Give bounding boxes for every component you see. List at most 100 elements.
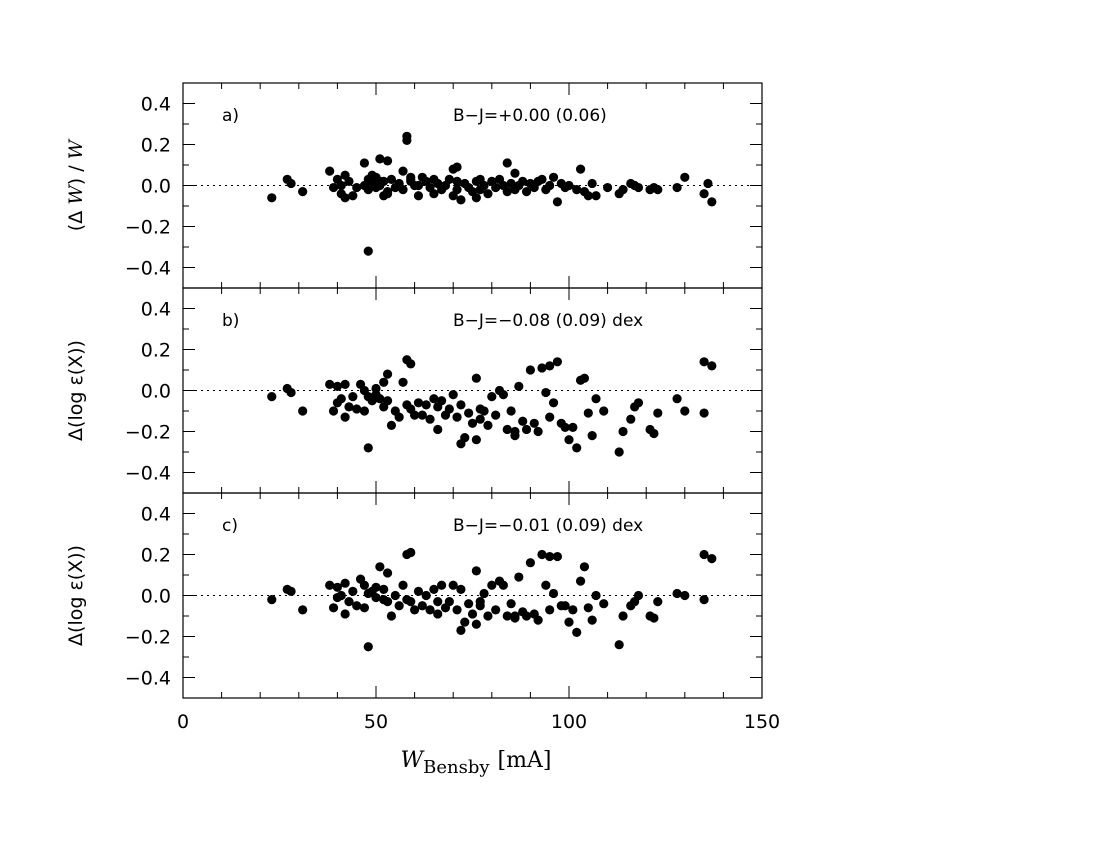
panel-a-data-point — [575, 164, 586, 174]
panel-b-data-point — [487, 392, 497, 402]
panel-a-data-point — [545, 180, 555, 191]
panel-b-data-point — [633, 398, 644, 408]
panel-b-data-point — [510, 431, 520, 441]
panel-a-data-point — [510, 168, 520, 178]
panel-a-annotation: B−J=+0.00 (0.06) — [453, 106, 607, 126]
panel-a-data-point — [521, 187, 532, 197]
panel-c-data-point — [471, 566, 481, 576]
panel-b-y-tick-labels: −0.4 −0.2 0.0 0.2 0.4 — [125, 299, 171, 485]
panel-b-data-point — [502, 424, 512, 435]
panel-b-data-point — [421, 400, 431, 410]
panel-c-data-point — [421, 590, 431, 601]
panel-c-annotation: B−J=−0.01 (0.09) dex — [453, 516, 643, 536]
panel-a-points — [267, 131, 717, 256]
panel-c-data-point — [471, 619, 481, 629]
panel-a-data-point — [452, 162, 462, 172]
panel-b-data-point — [448, 390, 458, 400]
panel-b-data-point — [386, 420, 397, 430]
panel-c-data-point — [406, 547, 416, 558]
panel-c-data-point — [514, 572, 524, 582]
panel-b-data-point — [545, 361, 555, 371]
panel-a-data-point — [413, 180, 424, 191]
panel-a-y-tick-label: −0.4 — [125, 258, 171, 280]
panel-b-data-point — [413, 398, 424, 408]
panel-c-data-point — [325, 580, 335, 590]
panel-b-data-point — [599, 406, 609, 416]
panel-a-data-point — [672, 182, 682, 193]
panel-c-data-point — [340, 609, 350, 619]
panel-a-data-point — [363, 246, 373, 256]
panel-c-data-point — [633, 590, 644, 601]
panel-b-data-point — [398, 377, 408, 387]
panel-c-data-point — [491, 605, 501, 615]
panel-c-data-point — [537, 549, 547, 560]
panel-b-data-point — [433, 424, 443, 435]
panel-c-data-point — [456, 625, 466, 635]
panel-a-data-point — [483, 189, 493, 199]
panel-b-data-point — [471, 373, 481, 383]
panel-a-data-point — [444, 174, 454, 184]
panel-b-y-axis-label: Δ(log ε(X)) — [65, 340, 87, 441]
panel-c-data-point — [533, 615, 543, 625]
panel-c-data-point — [479, 588, 489, 599]
panel-b-data-point — [352, 404, 362, 414]
panel-c-data-point — [363, 642, 373, 652]
panel-b-data-point — [564, 435, 574, 445]
panel-a-data-point — [429, 189, 439, 199]
panel-a-data-point — [537, 174, 547, 184]
panel-b-data-point — [394, 412, 404, 422]
panel-c-data-point — [525, 558, 536, 568]
panel-a-data-point — [352, 182, 362, 193]
panel-a: −0.4 −0.2 0.0 0.2 0.4 a) B−J=+0.00 (0.06) (Δ… — [65, 82, 763, 289]
panel-b-data-point — [552, 357, 563, 367]
panel-a-data-point — [382, 189, 393, 199]
panel-c-data-point — [475, 601, 485, 611]
panel-a-data-point — [267, 193, 277, 203]
panel-c-data-point — [371, 592, 381, 603]
panel-c-data-point — [498, 580, 508, 590]
panel-b-data-point — [699, 357, 709, 367]
panel-b-data-point — [471, 435, 481, 445]
panel-c-data-point — [680, 590, 690, 601]
panel-c-data-point — [614, 640, 624, 650]
x-axis-label: WBensby [mA] — [401, 748, 552, 778]
panel-a-y-tick-label: 0.0 — [141, 176, 171, 198]
panel-a-data-point — [375, 154, 385, 164]
panel-c-data-point — [433, 609, 443, 619]
panel-a-data-point — [491, 182, 501, 193]
panel-c-label: c) — [222, 516, 238, 536]
panel-b-data-point — [332, 381, 342, 391]
panel-a-data-point — [572, 185, 582, 195]
panel-c-data-point — [359, 603, 370, 613]
panel-c-data-point — [444, 597, 454, 607]
panel-c-data-point — [649, 613, 659, 623]
panel-c-data-point — [552, 551, 563, 562]
panel-b-data-point — [344, 402, 354, 412]
panel-b-data-point — [444, 404, 454, 414]
panel-b-data-point — [537, 363, 547, 373]
panel-b-data-point — [375, 394, 385, 404]
panel-a-data-point — [502, 187, 512, 197]
panel-a-ylabel-var: W — [65, 184, 87, 205]
panel-c-data-point — [267, 595, 277, 605]
panel-a-data-point — [328, 182, 339, 193]
panel-b-data-point — [379, 377, 389, 387]
panel-c-data-point — [464, 599, 474, 609]
panel-b-data-point — [479, 406, 489, 416]
panel-a-data-point — [456, 195, 466, 205]
panel-c-y-tick-label: 0.2 — [141, 545, 171, 567]
panel-a-data-point — [336, 180, 346, 191]
panel-c-data-point — [487, 580, 497, 590]
panel-c-data-point — [583, 603, 593, 613]
panel-b-data-point — [336, 394, 346, 404]
panel-c-y-tick-label: 0.0 — [141, 586, 171, 608]
panel-c-data-point — [413, 586, 424, 597]
panel-c-data-point — [560, 601, 570, 611]
panel-b-data-point — [521, 424, 532, 435]
panel-c-data-point — [344, 597, 354, 607]
panel-c-y-tick-label: −0.4 — [125, 668, 171, 690]
panel-a-data-point — [479, 180, 489, 191]
panel-b-y-tick-label: 0.2 — [141, 340, 171, 362]
panel-b-data-point — [680, 406, 690, 416]
panel-b-points — [267, 355, 717, 457]
